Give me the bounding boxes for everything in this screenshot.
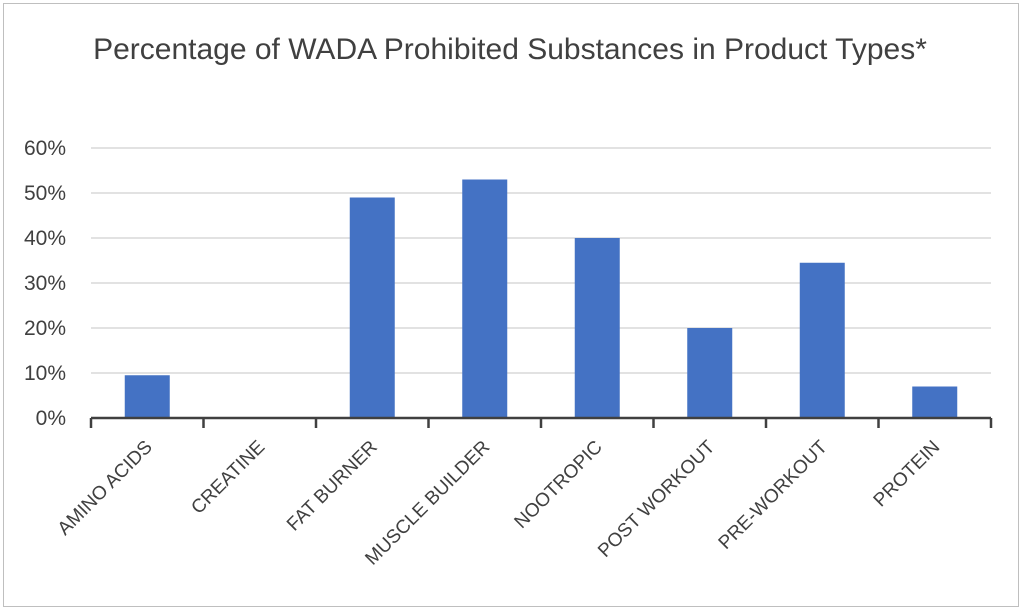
x-tick-label: PRE-WORKOUT xyxy=(715,436,832,553)
y-tick-label: 40% xyxy=(24,227,66,250)
bar xyxy=(574,238,620,418)
x-tick-label: CREATINE xyxy=(187,437,269,519)
x-tick-label: AMINO ACIDS xyxy=(54,437,157,540)
x-tick-label: PROTEIN xyxy=(870,437,945,512)
y-tick-label: 20% xyxy=(24,317,66,340)
chart-title: Percentage of WADA Prohibited Substances… xyxy=(93,33,927,66)
y-tick-label: 0% xyxy=(36,407,66,430)
y-tick-label: 10% xyxy=(24,362,66,385)
x-tick-label: POST WORKOUT xyxy=(594,436,719,561)
x-tick-label: FAT BURNER xyxy=(283,437,382,536)
bar xyxy=(124,375,170,418)
bar xyxy=(912,386,958,418)
bar xyxy=(462,179,508,418)
x-tick-label: MUSCLE BUILDER xyxy=(361,437,494,570)
chart-frame xyxy=(3,3,1019,607)
y-tick-label: 60% xyxy=(24,137,66,160)
bar xyxy=(799,262,845,418)
y-tick-label: 30% xyxy=(24,272,66,295)
bar xyxy=(687,328,733,418)
bar xyxy=(349,197,395,418)
y-tick-label: 50% xyxy=(24,182,66,205)
x-tick-label: NOOTROPIC xyxy=(511,437,607,533)
